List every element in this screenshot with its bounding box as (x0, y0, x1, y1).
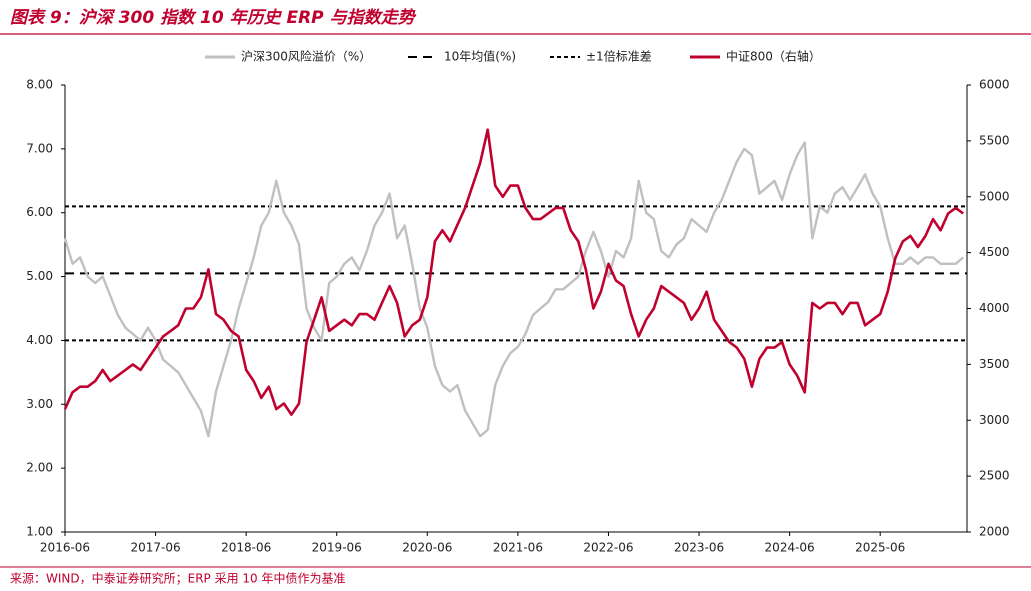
y2-tick-label: 3000 (979, 413, 1010, 427)
chart-title: 图表 9：沪深 300 指数 10 年历史 ERP 与指数走势 (10, 8, 417, 28)
x-tick-label: 2020-06 (402, 541, 452, 555)
y-tick-label: 1.00 (26, 525, 53, 539)
series-line (63, 128, 964, 416)
x-tick-label: 2023-06 (674, 541, 724, 555)
y2-tick-label: 5500 (979, 133, 1010, 147)
y-tick-label: 2.00 (26, 461, 53, 475)
y-tick-label: 8.00 (26, 78, 53, 92)
source-note: 来源：WIND，中泰证券研究所；ERP 采用 10 年中债作为基准 (10, 571, 346, 586)
x-tick-label: 2017-06 (131, 541, 181, 555)
x-tick-label: 2024-06 (765, 541, 815, 555)
y-tick-label: 3.00 (26, 397, 53, 411)
y2-tick-label: 2000 (979, 525, 1010, 539)
y2-tick-label: 3500 (979, 357, 1010, 371)
y-tick-label: 4.00 (26, 333, 53, 347)
y-tick-label: 6.00 (26, 205, 53, 219)
x-tick-label: 2019-06 (312, 541, 362, 555)
x-tick-label: 2025-06 (855, 541, 905, 555)
x-tick-label: 2018-06 (221, 541, 271, 555)
y2-tick-label: 4500 (979, 245, 1010, 259)
y2-tick-label: 6000 (979, 78, 1010, 92)
x-tick-label: 2022-06 (583, 541, 633, 555)
series-line (63, 141, 964, 438)
y-tick-label: 5.00 (26, 269, 53, 283)
y2-tick-label: 5000 (979, 189, 1010, 203)
legend-label: 沪深300风险溢价（%） (241, 49, 371, 64)
x-tick-label: 2016-06 (40, 541, 90, 555)
x-tick-label: 2021-06 (493, 541, 543, 555)
legend-label: ±1倍标准差 (586, 49, 652, 64)
y2-tick-label: 2500 (979, 469, 1010, 483)
legend-label: 10年均值(%) (444, 49, 516, 64)
legend-label: 中证800（右轴） (726, 49, 821, 64)
y-tick-label: 7.00 (26, 141, 53, 155)
y2-tick-label: 4000 (979, 301, 1010, 315)
